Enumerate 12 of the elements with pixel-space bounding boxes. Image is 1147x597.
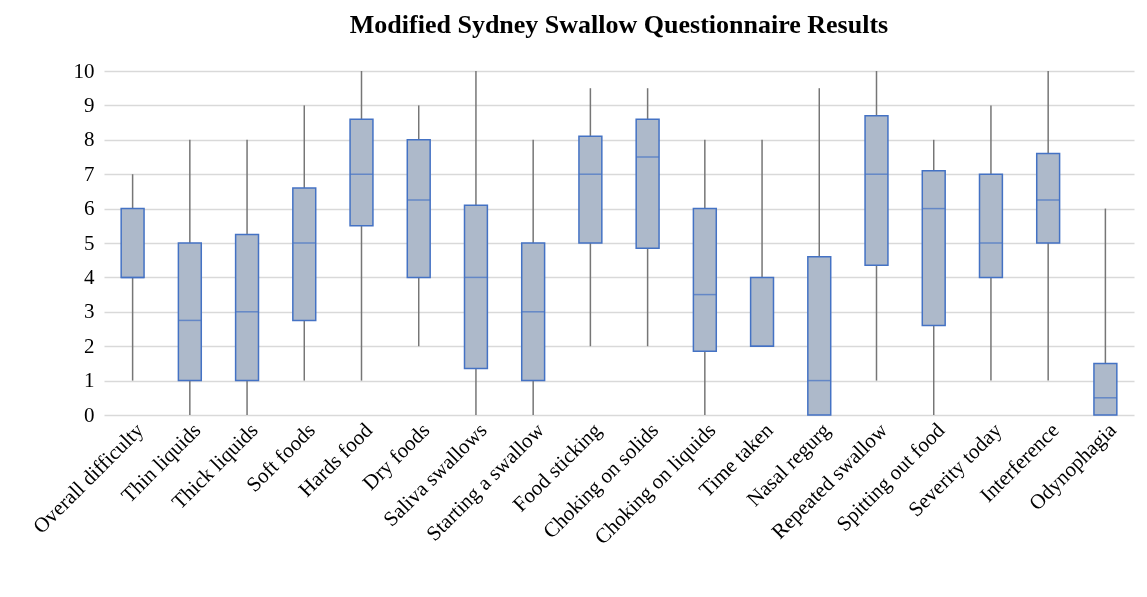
y-tick-label: 2	[84, 333, 95, 358]
y-tick-label: 5	[84, 230, 95, 255]
y-tick-label: 10	[73, 58, 95, 83]
chart-title: Modified Sydney Swallow Questionnaire Results	[349, 10, 889, 39]
y-tick-label: 7	[84, 161, 95, 186]
y-tick-label: 9	[84, 92, 95, 117]
y-tick-label: 3	[84, 299, 95, 324]
y-tick-label: 6	[84, 196, 95, 221]
y-tick-label: 0	[84, 402, 95, 427]
y-tick-label: 4	[84, 264, 95, 289]
y-tick-label: 1	[84, 368, 95, 393]
y-tick-label: 8	[84, 127, 95, 152]
